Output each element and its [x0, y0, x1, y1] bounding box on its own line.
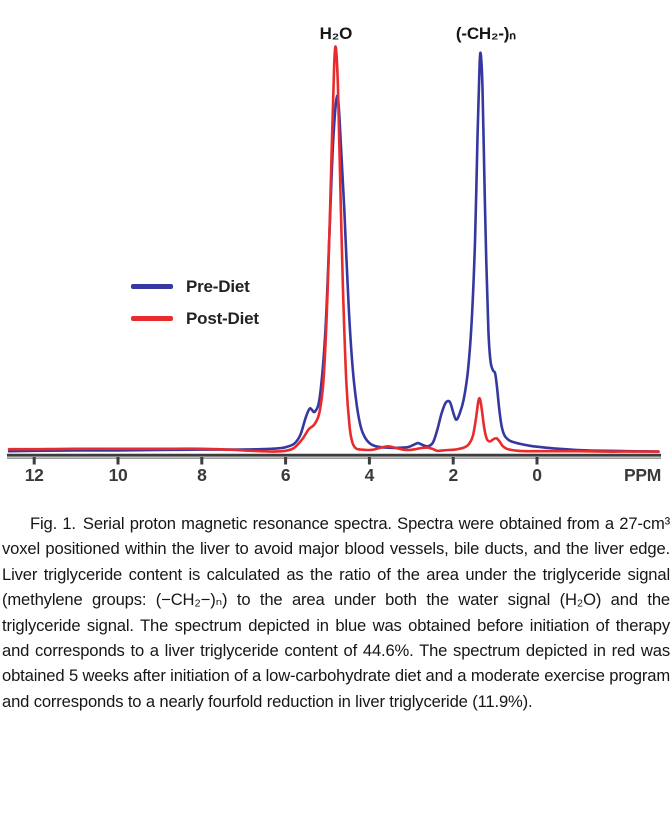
- legend-item-pre-diet: Pre-Diet: [131, 277, 259, 296]
- series-line-pre-diet: [7, 51, 660, 453]
- tick-label: 2: [448, 465, 458, 485]
- tick-label: 8: [197, 465, 207, 485]
- peak-label: H₂O: [320, 24, 352, 43]
- figure-caption-text: Serial proton magnetic resonance spectra…: [2, 514, 671, 711]
- spectra-plot: 12 10 8 6 4 2 0 PPM H₂O (-CH₂-)ₙ: [7, 24, 661, 485]
- post-diet-label: Post-Diet: [186, 308, 259, 328]
- tick-label: 6: [281, 465, 291, 485]
- pre-diet-label: Pre-Diet: [186, 276, 250, 296]
- peak-label: (-CH₂-)ₙ: [456, 24, 516, 43]
- post-diet-line-swatch: [131, 316, 173, 321]
- tick-label: 10: [109, 465, 128, 485]
- tick-label: 12: [25, 465, 44, 485]
- series-line-post-diet: [7, 45, 660, 453]
- legend-item-post-diet: Post-Diet: [131, 309, 259, 328]
- figure-label: Fig. 1.: [30, 514, 76, 533]
- tick-label: 4: [365, 465, 375, 485]
- axis-unit-label: PPM: [624, 465, 661, 485]
- tick-label: 0: [532, 465, 542, 485]
- legend: Pre-Diet Post-Diet: [131, 277, 259, 328]
- pre-diet-line-swatch: [131, 284, 173, 289]
- figure-page: 12 10 8 6 4 2 0 PPM H₂O (-CH₂-)ₙ Pre-Diet Post-Di…: [2, 24, 670, 714]
- figure-caption: Fig. 1. Serial proton magnetic resonance …: [2, 511, 670, 714]
- figure-1: 12 10 8 6 4 2 0 PPM H₂O (-CH₂-)ₙ Pre-Diet Post-Di…: [2, 24, 670, 714]
- spectra-chart: 12 10 8 6 4 2 0 PPM H₂O (-CH₂-)ₙ Pre-Diet Post-Di…: [7, 24, 661, 485]
